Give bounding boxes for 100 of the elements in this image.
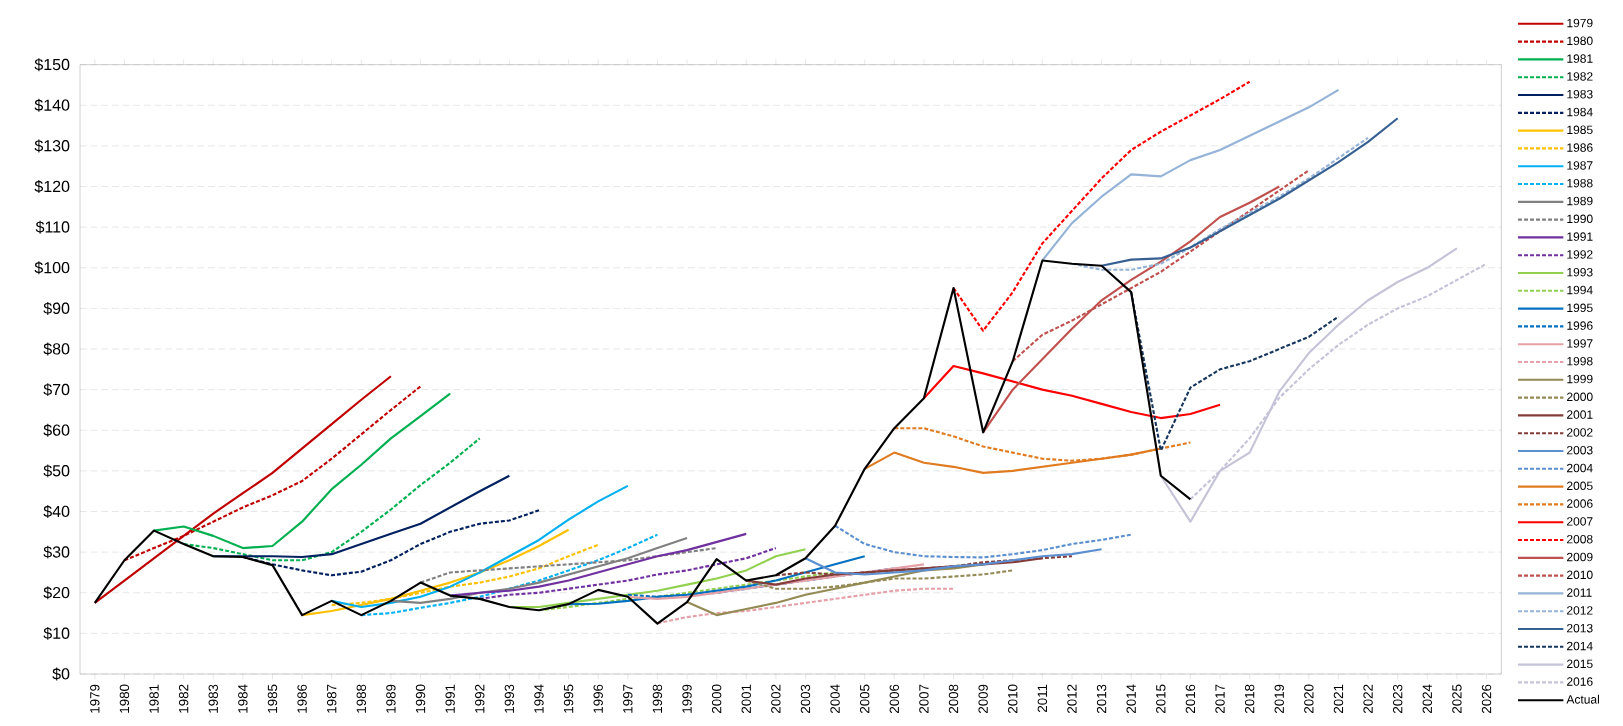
legend-label: 1993: [1567, 267, 1593, 277]
x-tick-label: 1990: [415, 684, 426, 713]
x-tick-label: 2013: [1096, 684, 1107, 714]
x-tick-label: 1991: [445, 684, 455, 713]
y-tick-label: $70: [43, 383, 70, 397]
legend-label: 2014: [1567, 641, 1593, 651]
legend-label: 2016: [1567, 677, 1593, 686]
legend-label: 1989: [1567, 196, 1593, 206]
line-series: [93, 259, 1192, 625]
x-tick-label: 1997: [623, 684, 633, 713]
x-tick-label: 2024: [1422, 684, 1433, 714]
x-tick-label: 2021: [1333, 684, 1344, 714]
y-tick-label: $10: [43, 626, 70, 640]
x-tick-label: 1984: [238, 684, 248, 713]
legend-label: 1995: [1567, 303, 1593, 313]
legend-label: 2006: [1567, 499, 1593, 508]
x-tick-label: 2018: [1244, 684, 1255, 714]
y-tick-label: $60: [43, 423, 70, 437]
legend-label: 2004: [1567, 463, 1593, 473]
x-tick-label: 1989: [386, 684, 396, 713]
legend-label: 2003: [1567, 445, 1593, 455]
legend-label: 2007: [1567, 517, 1593, 526]
y-tick-label: $150: [34, 58, 70, 72]
x-tick-label: 2014: [1126, 684, 1136, 714]
legend-label: 1996: [1567, 321, 1593, 330]
legend-label: 1982: [1567, 72, 1593, 81]
x-tick-label: 1980: [119, 684, 130, 713]
x-tick-label: 1996: [593, 684, 603, 713]
x-tick-label: 1995: [563, 684, 574, 713]
legend-label: 1986: [1567, 143, 1593, 152]
x-tick-label: 2026: [1481, 684, 1492, 714]
legend-label: 1991: [1567, 232, 1593, 241]
y-tick-label: $80: [43, 342, 70, 356]
x-tick-label: 1992: [475, 684, 485, 713]
line-series: [1130, 291, 1340, 452]
legend-label: 2009: [1567, 552, 1593, 562]
legend-label: 2002: [1567, 428, 1593, 437]
x-tick-label: 1987: [326, 684, 337, 713]
legend-label: 2012: [1567, 606, 1593, 615]
y-tick-label: $20: [43, 586, 70, 600]
legend-label: Actual: [1566, 694, 1599, 704]
legend-label: 1998: [1567, 356, 1593, 366]
x-tick-label: 1988: [356, 684, 367, 713]
x-tick-label: 2001: [741, 684, 751, 714]
x-tick-label: 2012: [1067, 684, 1077, 714]
legend-label: 1990: [1567, 214, 1593, 224]
x-tick-label: 1994: [534, 684, 544, 713]
x-tick-label: 2017: [1215, 684, 1225, 714]
x-tick-label: 1986: [297, 684, 307, 713]
y-tick-label: $90: [43, 301, 70, 315]
legend-label: 2001: [1567, 410, 1593, 419]
x-tick-label: 1983: [208, 684, 218, 713]
legend-label: 1999: [1567, 374, 1593, 384]
x-tick-label: 2007: [919, 684, 929, 714]
x-tick-label: 2023: [1392, 684, 1403, 714]
line-series: [834, 524, 1133, 559]
x-tick-label: 1999: [682, 684, 692, 713]
y-tick-label: $0: [52, 667, 70, 681]
legend-label: 2011: [1567, 588, 1592, 597]
x-tick-label: 2015: [1156, 684, 1166, 714]
x-tick-label: 2004: [830, 684, 840, 714]
legend-label: 2010: [1567, 570, 1593, 580]
x-tick-label: 2010: [1008, 684, 1018, 714]
legend-label: 1979: [1567, 18, 1593, 28]
x-tick-label: 1985: [267, 684, 278, 713]
x-tick-label: 2019: [1274, 684, 1284, 714]
line-series: [330, 484, 629, 609]
x-tick-label: 1998: [652, 684, 663, 713]
x-tick-label: 1993: [504, 684, 515, 713]
x-tick-label: 2002: [771, 684, 781, 714]
x-tick-label: 2022: [1363, 684, 1373, 714]
legend-label: 2015: [1567, 659, 1593, 669]
legend-label: 1980: [1567, 36, 1593, 46]
x-tick-label: 2011: [1037, 684, 1048, 713]
legend-label: 1981: [1567, 54, 1593, 63]
legend-label: 1987: [1567, 161, 1593, 170]
legend-label: 1997: [1567, 339, 1593, 348]
legend-label: 1983: [1567, 89, 1593, 99]
y-tick-label: $100: [34, 261, 70, 275]
x-tick-label: 1982: [178, 684, 189, 713]
x-tick-label: 2008: [948, 684, 959, 714]
x-tick-label: 2020: [1304, 684, 1314, 714]
y-tick-label: $50: [43, 464, 70, 478]
x-tick-label: 2006: [889, 684, 900, 714]
y-tick-label: $30: [43, 545, 70, 559]
line-series: [804, 548, 1103, 576]
legend-label: 2000: [1567, 392, 1593, 402]
x-tick-label: 2009: [978, 684, 988, 714]
legend-label: 1988: [1567, 178, 1593, 188]
legend-label: 2013: [1567, 623, 1593, 633]
y-tick-label: $130: [34, 139, 70, 153]
y-tick-label: $40: [43, 505, 70, 518]
legend-label: 1994: [1567, 285, 1593, 295]
line-series: [152, 392, 452, 550]
y-tick-label: $110: [35, 220, 70, 234]
x-tick-label: 1981: [149, 684, 159, 713]
y-tick-label: $120: [34, 180, 70, 194]
legend-label: 2008: [1567, 534, 1593, 544]
x-tick-label: 2025: [1452, 684, 1462, 714]
legend-label: 1985: [1567, 125, 1593, 135]
